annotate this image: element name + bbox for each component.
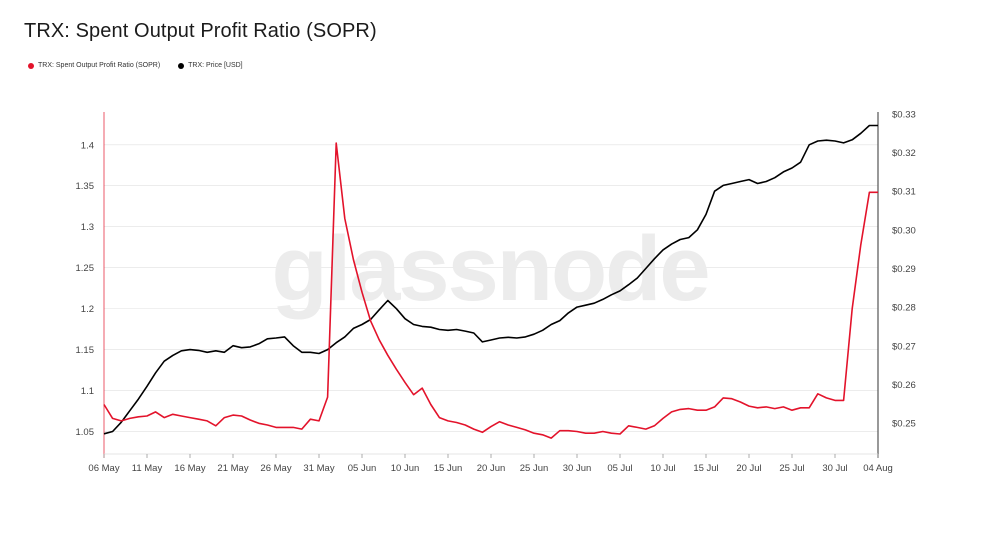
x-tick-label: 20 Jul bbox=[736, 463, 761, 474]
y-right-tick-label: $0.31 bbox=[892, 187, 916, 198]
x-axis-ticks: 06 May 11 May 16 May 21 May 26 May 31 May 05 J… bbox=[88, 454, 893, 474]
x-tick-label: 10 Jun bbox=[391, 463, 420, 474]
x-tick-label: 05 Jun bbox=[348, 463, 377, 474]
y-right-tick-label: $0.26 bbox=[892, 380, 916, 391]
y-right-tick-label: $0.30 bbox=[892, 225, 916, 236]
y-left-tick-label: 1.05 bbox=[76, 427, 95, 438]
y-left-tick-label: 1.35 bbox=[76, 181, 95, 192]
x-tick-label: 20 Jun bbox=[477, 463, 506, 474]
y-left-tick-label: 1.4 bbox=[81, 140, 94, 151]
chart-title: TRX: Spent Output Profit Ratio (SOPR) bbox=[24, 20, 377, 42]
legend-label-price: TRX: Price [USD] bbox=[188, 62, 243, 69]
y-left-tick-label: 1.15 bbox=[76, 345, 95, 356]
x-tick-label: 05 Jul bbox=[607, 463, 632, 474]
x-tick-label: 11 May bbox=[132, 463, 163, 474]
y-right-tick-label: $0.28 bbox=[892, 303, 916, 314]
y-left-tick-label: 1.25 bbox=[76, 263, 95, 274]
series-line-price bbox=[103, 124, 878, 435]
legend-marker-price bbox=[178, 62, 185, 69]
series-lines bbox=[103, 124, 878, 439]
x-tick-label: 30 Jul bbox=[822, 463, 847, 474]
legend-marker-sopr bbox=[28, 62, 34, 69]
x-tick-label: 15 Jul bbox=[693, 463, 718, 474]
y-axis-right-ticks: $0.25 $0.26 $0.27 $0.28 $0.29 $0.30 $0.31 $0.32… bbox=[892, 109, 916, 429]
y-right-tick-label: $0.27 bbox=[892, 341, 916, 352]
y-left-tick-label: 1.3 bbox=[81, 222, 94, 233]
y-axis-left-ticks: 1.05 1.1 1.15 1.2 1.25 1.3 1.35 1.4 bbox=[76, 140, 95, 438]
legend-label-sopr: TRX: Spent Output Profit Ratio (SOPR) bbox=[38, 62, 161, 69]
x-tick-label: 04 Aug bbox=[863, 463, 893, 474]
x-tick-label: 31 May bbox=[303, 463, 334, 474]
gridlines bbox=[104, 144, 878, 432]
watermark: glassnode bbox=[271, 218, 708, 320]
x-tick-label: 16 May bbox=[174, 463, 205, 474]
y-right-tick-label: $0.29 bbox=[892, 264, 916, 275]
x-tick-label: 26 May bbox=[260, 463, 291, 474]
x-tick-label: 25 Jul bbox=[779, 463, 804, 474]
legend: TRX: Spent Output Profit Ratio (SOPR) TR… bbox=[28, 62, 243, 69]
y-right-tick-label: $0.32 bbox=[892, 148, 916, 159]
x-tick-label: 06 May bbox=[88, 463, 119, 474]
legend-item-sopr[interactable]: TRX: Spent Output Profit Ratio (SOPR) bbox=[28, 62, 160, 69]
y-left-tick-label: 1.2 bbox=[81, 304, 94, 315]
x-tick-label: 21 May bbox=[217, 463, 248, 474]
x-tick-label: 30 Jun bbox=[563, 463, 592, 474]
legend-item-price[interactable]: TRX: Price [USD] bbox=[178, 62, 243, 69]
x-tick-label: 10 Jul bbox=[650, 463, 675, 474]
series-line-sopr bbox=[103, 142, 878, 439]
y-left-tick-label: 1.1 bbox=[81, 386, 94, 397]
x-tick-label: 25 Jun bbox=[520, 463, 549, 474]
y-right-tick-label: $0.33 bbox=[892, 109, 916, 120]
y-right-tick-label: $0.25 bbox=[892, 419, 916, 430]
x-tick-label: 15 Jun bbox=[434, 463, 463, 474]
